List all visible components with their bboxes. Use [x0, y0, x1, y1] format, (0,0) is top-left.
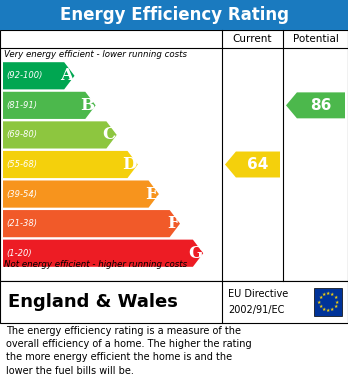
Bar [0, 281, 348, 323]
Text: ★: ★ [322, 292, 326, 297]
Bar [0, 30, 348, 281]
Text: 86: 86 [310, 98, 332, 113]
Text: (39-54): (39-54) [6, 190, 37, 199]
Bar [0, 0, 348, 30]
Text: E: E [145, 186, 158, 203]
Text: (21-38): (21-38) [6, 219, 37, 228]
Polygon shape [3, 92, 96, 119]
Text: G: G [188, 245, 202, 262]
Polygon shape [3, 121, 117, 149]
Text: ★: ★ [334, 300, 339, 305]
Text: ★: ★ [326, 291, 330, 296]
Polygon shape [3, 181, 159, 208]
Text: (81-91): (81-91) [6, 101, 37, 110]
Polygon shape [3, 240, 203, 267]
Text: ★: ★ [317, 300, 322, 305]
Text: ★: ★ [318, 295, 323, 300]
Text: ★: ★ [318, 304, 323, 309]
Text: B: B [80, 97, 95, 114]
Text: England & Wales: England & Wales [8, 293, 178, 311]
Text: (55-68): (55-68) [6, 160, 37, 169]
Text: 2002/91/EC: 2002/91/EC [228, 305, 284, 315]
Text: Energy Efficiency Rating: Energy Efficiency Rating [60, 6, 288, 24]
Text: F: F [167, 215, 179, 232]
Text: A: A [61, 67, 73, 84]
Text: ★: ★ [322, 307, 326, 312]
Bar [314, 288, 342, 316]
Text: (1-20): (1-20) [6, 249, 32, 258]
Text: ★: ★ [333, 304, 338, 309]
Text: ★: ★ [330, 307, 334, 312]
Text: ★: ★ [333, 295, 338, 300]
Text: C: C [102, 126, 116, 143]
Text: 64: 64 [247, 157, 269, 172]
Text: Current: Current [233, 34, 272, 44]
Text: ★: ★ [330, 292, 334, 297]
Text: The energy efficiency rating is a measure of the
overall efficiency of a home. T: The energy efficiency rating is a measur… [6, 326, 252, 376]
Text: (69-80): (69-80) [6, 131, 37, 140]
Text: EU Directive: EU Directive [228, 289, 288, 300]
Text: D: D [122, 156, 137, 173]
Text: Potential: Potential [293, 34, 339, 44]
Polygon shape [3, 151, 138, 178]
Text: (92-100): (92-100) [6, 71, 42, 80]
Polygon shape [3, 62, 74, 90]
Text: Very energy efficient - lower running costs: Very energy efficient - lower running co… [4, 50, 187, 59]
Polygon shape [3, 210, 180, 237]
Text: Not energy efficient - higher running costs: Not energy efficient - higher running co… [4, 260, 187, 269]
Polygon shape [286, 92, 345, 118]
Polygon shape [225, 152, 280, 178]
Text: ★: ★ [326, 308, 330, 313]
